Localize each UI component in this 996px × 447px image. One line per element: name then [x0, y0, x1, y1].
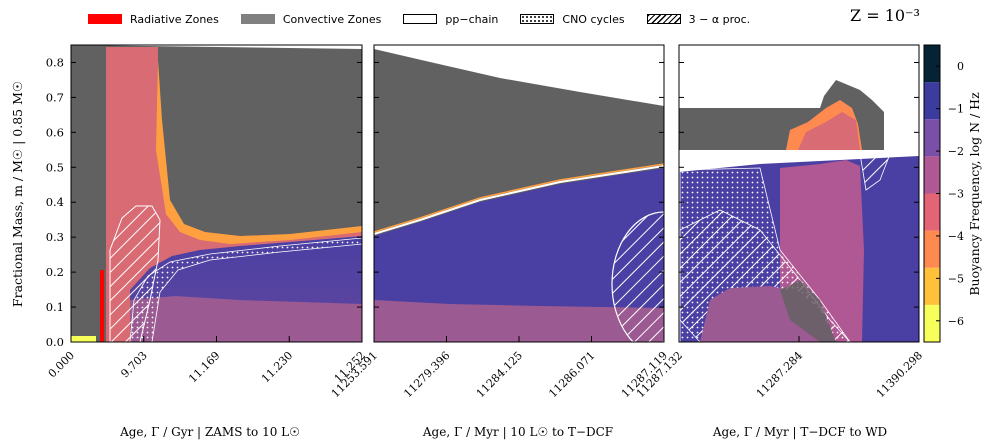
colorbar-label: Buoyancy Frequency, log N / Hz [967, 92, 982, 296]
radiative-swatch [88, 14, 122, 24]
legend-label: 3 − α proc. [688, 12, 751, 26]
x-tick-label: 0.000 [46, 349, 77, 380]
panel-b-content [374, 49, 664, 342]
y-tick-label: 0.3 [46, 230, 64, 244]
y-tick-label: 0.4 [46, 195, 64, 209]
colorbar-band [924, 119, 940, 157]
x-tick-label: 11284.125 [474, 349, 525, 400]
y-tick-label: 0.6 [46, 125, 64, 139]
y-tick-label: 0.2 [46, 265, 64, 279]
panel-c-white-envelope [884, 110, 919, 150]
pp-chain-swatch [403, 14, 438, 24]
legend-label: pp−chain [445, 12, 499, 26]
colorbar-tick-label: −6 [948, 315, 964, 328]
triple-alpha-swatch [646, 14, 681, 24]
y-axis: 0.0 0.1 0.2 0.3 0.4 0.5 0.6 0.7 0.8 [46, 55, 919, 349]
panel-b-orange-line [374, 163, 664, 233]
colorbar-band [924, 267, 940, 305]
legend-label: Radiative Zones [130, 12, 219, 26]
panel-c-triple-alpha-region [859, 153, 891, 191]
colorbar-band [924, 156, 940, 194]
panel-c-content [679, 80, 919, 342]
panel-b-boundary-line [374, 165, 664, 235]
x-tick-label: 11.230 [259, 349, 295, 385]
colorbar-band [924, 304, 940, 342]
x-tick-label: 9.703 [118, 349, 149, 380]
panel-b-core-region [374, 168, 664, 342]
x-tick-label: 11286.071 [546, 349, 597, 400]
panel-b-triple-alpha-region [611, 211, 664, 342]
x-tick-label: 11279.396 [401, 349, 452, 400]
legend-item-triple-alpha: 3 − α proc. [646, 12, 751, 26]
panel-a-red-spike [100, 270, 104, 342]
panel-a-cno-region [129, 237, 362, 342]
legend-item-pp-chain: pp−chain [403, 13, 498, 26]
panel-b-xlabel: Age, Γ / Myr | 10 L☉ to T−DCF [422, 425, 613, 439]
colorbar-tick-label: −3 [948, 188, 964, 201]
x-tick-label: 11.169 [186, 349, 222, 385]
colorbar-band [924, 82, 940, 120]
panel-c-pink-shell [798, 112, 860, 150]
panel-a-orange-rim [156, 60, 362, 244]
colorbar-tick-label: −1 [948, 103, 964, 116]
panel-a-content [71, 45, 362, 342]
y-tick-label: 0.1 [46, 300, 64, 314]
metallicity-label: Z = 10⁻³ [850, 6, 920, 25]
colorbar: 0 −1 −2 −3 −4 −5 −6 [923, 44, 964, 343]
colorbar-tick-label: −2 [948, 145, 964, 158]
panel-a-xlabel: Age, Γ / Gyr | ZAMS to 10 L☉ [119, 425, 300, 439]
legend-label: CNO cycles [562, 12, 625, 26]
panel-b-inner-core [374, 300, 664, 342]
y-tick-label: 0.5 [46, 160, 64, 174]
colorbar-band [924, 230, 940, 268]
y-tick-label: 0.7 [46, 90, 64, 104]
panel-a-yellow-patch [71, 336, 96, 342]
y-tick-label: 0.0 [46, 335, 64, 349]
colorbar-band [924, 45, 940, 83]
x-tick-label: 11287.284 [754, 349, 805, 400]
convective-swatch [240, 14, 275, 24]
colorbar-tick-label: −4 [948, 230, 964, 243]
legend-item-cno: CNO cycles [520, 12, 625, 26]
y-axis-label: Fractional Mass, m / M☉ | 0.85 M☉ [10, 81, 25, 307]
colorbar-tick-label: 0 [957, 60, 964, 73]
cno-swatch [520, 14, 555, 24]
legend-label: Convective Zones [282, 12, 382, 26]
legend: Radiative Zones Convective Zones pp−chai… [88, 8, 772, 30]
panel-c-grey-convective-core [780, 280, 836, 342]
legend-item-convective: Convective Zones [240, 12, 382, 26]
y-tick-label: 0.8 [46, 55, 64, 69]
colorbar-band [924, 193, 940, 231]
panel-a-inner-core [130, 296, 362, 342]
legend-item-radiative: Radiative Zones [88, 13, 219, 26]
x-tick-label: 11390.298 [874, 349, 925, 400]
panel-c-xlabel: Age, Γ / Myr | T−DCF to WD [712, 425, 887, 439]
colorbar-tick-label: −5 [948, 272, 964, 285]
